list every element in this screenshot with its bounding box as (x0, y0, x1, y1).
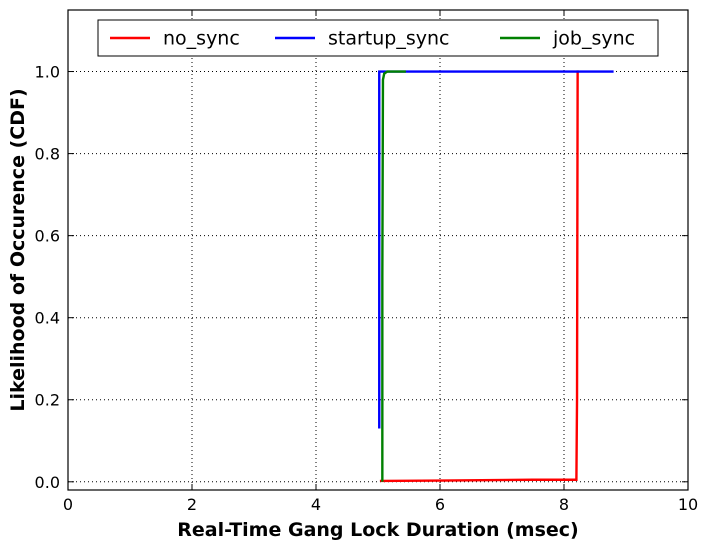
series-lines (378, 70, 614, 483)
legend-label: job_sync (552, 28, 635, 50)
legend-box (97, 19, 659, 57)
legend-label: no_sync (163, 28, 240, 50)
x-tick-label: 2 (187, 495, 197, 514)
series-line-no-sync (379, 70, 579, 483)
y-tick-label: 0.2 (35, 391, 60, 410)
y-axis-title: Likelihood of Occurence (CDF) (7, 88, 29, 411)
x-tick-label: 4 (311, 495, 321, 514)
legend: no_sync startup_sync job_sync (97, 19, 659, 57)
y-tick-label: 0.4 (35, 309, 60, 328)
x-tick-label: 6 (435, 495, 445, 514)
axis-ticks (67, 10, 689, 490)
x-axis-title: Real-Time Gang Lock Duration (msec) (177, 519, 578, 541)
series-line-startup-sync (378, 70, 614, 429)
legend-item-job-sync: job_sync (500, 28, 635, 50)
legend-label: startup_sync (328, 28, 450, 50)
x-tick-label: 8 (559, 495, 569, 514)
grid (68, 10, 688, 490)
y-tick-label: 0.6 (35, 227, 60, 246)
y-tick-labels: 0.0 0.2 0.4 0.6 0.8 1.0 (35, 63, 60, 492)
legend-items: no_sync startup_sync job_sync (110, 28, 635, 50)
legend-item-startup-sync: startup_sync (275, 28, 450, 50)
y-tick-label: 0.0 (35, 473, 60, 492)
y-tick-label: 0.8 (35, 145, 60, 164)
y-tick-label: 1.0 (35, 63, 60, 82)
x-tick-label: 0 (63, 495, 73, 514)
x-tick-label: 10 (678, 495, 698, 514)
series-line-job-sync (381, 70, 406, 482)
plot-frame (67, 9, 689, 491)
x-tick-labels: 0 2 4 6 8 10 (63, 495, 698, 514)
legend-item-no-sync: no_sync (110, 28, 240, 50)
